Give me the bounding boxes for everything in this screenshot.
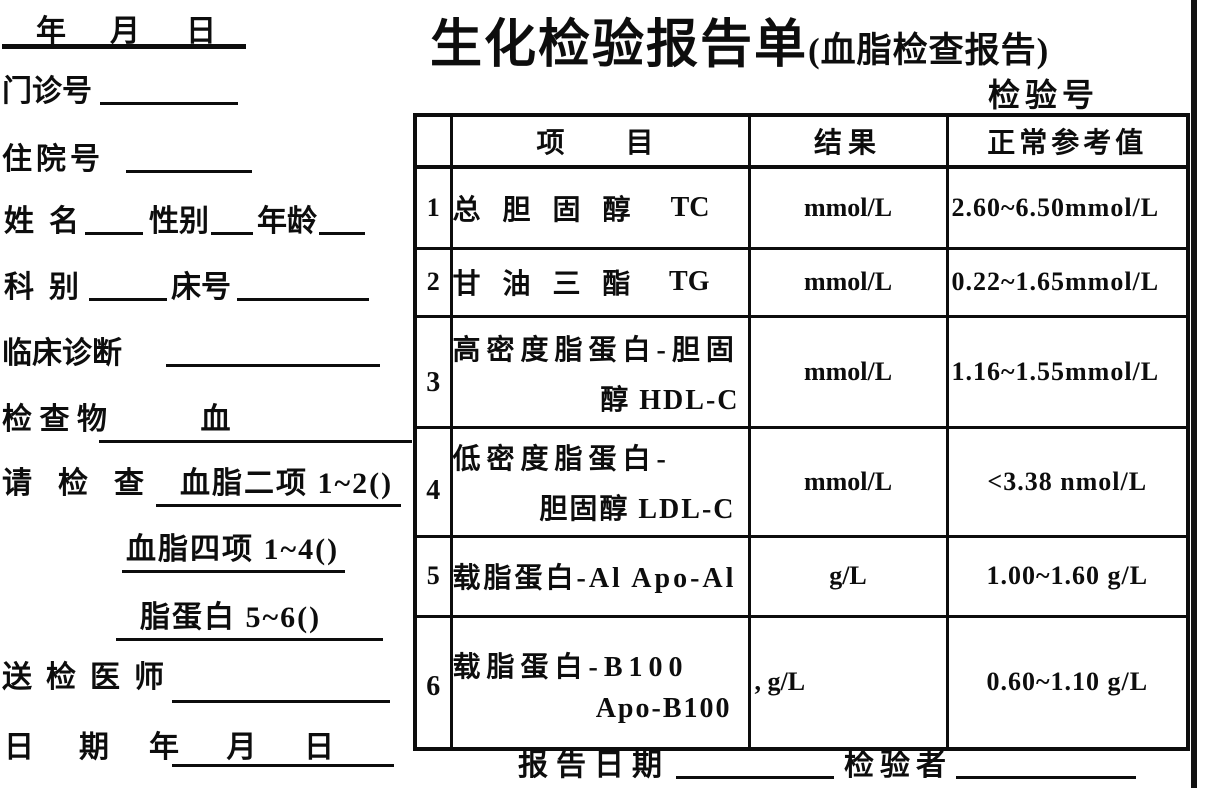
header-result: 结果	[747, 113, 949, 169]
report-date-blank	[676, 749, 834, 779]
sex-blank	[211, 205, 253, 235]
result-unit: g/L	[747, 534, 949, 618]
header-reference: 正常参考值	[945, 113, 1190, 169]
top-date-year-label: 年	[36, 15, 66, 48]
table-row: 2 甘油三酯 TG mmol/L 0.22~1.65mmol/L	[413, 246, 1190, 318]
header-item: 项 目	[449, 113, 751, 169]
physician-line: 送检医师	[0, 652, 412, 696]
page-edge-line	[1191, 0, 1197, 788]
specimen-label: 检 查 物	[2, 403, 107, 436]
header-no-cell	[413, 113, 453, 169]
exam-no-label: 检验号	[988, 77, 1100, 113]
outpatient-no-label: 门诊号	[2, 75, 92, 108]
row-number: 3	[426, 366, 441, 398]
specimen-value: 血	[99, 394, 412, 443]
reference-value: 2.60~6.50mmol/L	[945, 165, 1190, 250]
reference-value: 1.00~1.60 g/L	[945, 534, 1190, 618]
item-abbr: TG	[669, 266, 710, 297]
top-date-day-label: 日	[186, 15, 216, 48]
dept-bed-line: 科 别 床号	[0, 262, 412, 306]
bottom-date-line: 日 期 年 月 日	[0, 722, 412, 766]
inpatient-no-line: 住院号	[0, 134, 412, 178]
reference-value: 0.60~1.10 g/L	[945, 614, 1190, 751]
age-blank	[319, 205, 365, 235]
request-line-3: 脂蛋白 5~6()	[0, 592, 412, 641]
report-footer: 报告日期 检验者	[518, 740, 1136, 784]
result-unit: mmol/L	[747, 246, 949, 318]
name-label: 姓 名	[4, 205, 79, 238]
bottom-date-blank	[172, 764, 394, 767]
item-name-line2: 醇 HDL-C	[600, 384, 740, 416]
result-unit: mmol/L	[747, 314, 949, 429]
page-title: 生化检验报告单	[430, 17, 809, 74]
item-abbr: TC	[670, 191, 710, 223]
bed-label: 床号	[171, 271, 231, 304]
top-date-month-label: 月	[110, 15, 140, 48]
item-name-line1: 低密度脂蛋白-	[452, 443, 672, 475]
physician-blank	[172, 700, 390, 703]
table-row: 1 总胆固醇 TC mmol/L 2.60~6.50mmol/L	[413, 165, 1190, 250]
item-name: 甘油三酯	[452, 269, 653, 300]
request-line-1: 请检查 血脂二项 1~2()	[0, 458, 412, 507]
reference-value: 0.22~1.65mmol/L	[945, 246, 1190, 318]
sex-label: 性别	[149, 205, 209, 238]
bottom-date-label: 日 期	[4, 731, 109, 764]
dept-label: 科 别	[4, 271, 79, 304]
examiner-blank	[956, 749, 1136, 779]
row-number: 4	[426, 474, 441, 506]
result-unit: , g/L	[747, 614, 949, 751]
outpatient-no-blank	[100, 75, 238, 105]
item-name: 载脂蛋白-Al Apo-Al	[449, 534, 751, 618]
item-name-line1: 高密度脂蛋白-胆固	[452, 334, 740, 366]
name-sex-age-line: 姓 名 性别 年龄	[0, 196, 412, 240]
table-row: 5 载脂蛋白-Al Apo-Al g/L 1.00~1.60 g/L	[413, 534, 1190, 618]
result-unit: mmol/L	[747, 165, 949, 250]
outpatient-no-line: 门诊号	[0, 66, 412, 110]
bed-blank	[237, 271, 369, 301]
item-name: 总胆固醇	[452, 194, 653, 226]
report-title-block: 生化检验报告单 (血脂检查报告)	[430, 2, 1049, 77]
row-number: 6	[426, 671, 441, 703]
top-date-line: 年 月 日	[0, 6, 412, 50]
examiner-label: 检验者	[844, 749, 952, 782]
inpatient-no-label: 住院号	[2, 143, 104, 176]
inpatient-no-blank	[126, 143, 252, 173]
row-number: 5	[413, 534, 453, 618]
dept-blank	[89, 271, 167, 301]
request-label: 请检查	[2, 467, 170, 500]
diagnosis-blank	[166, 337, 380, 367]
report-date-label: 报告日期	[518, 749, 670, 782]
request-item-3: 脂蛋白 5~6()	[116, 592, 384, 641]
item-name-line2: 胆固醇 LDL-C	[539, 493, 736, 525]
row-number: 1	[413, 165, 453, 250]
lab-results-table: 项 目 结果 正常参考值 1 总胆固醇 TC mmol/L 2.60~6.50m…	[413, 113, 1190, 751]
page-subtitle: (血脂检查报告)	[808, 31, 1050, 70]
reference-value: <3.38 nmol/L	[945, 425, 1190, 538]
specimen-line: 检 查 物 血	[0, 394, 412, 443]
top-date-underline	[2, 44, 246, 49]
bottom-date-value: 年 月 日	[149, 731, 354, 764]
table-row: 4 低密度脂蛋白- 胆固醇 LDL-C mmol/L <3.38 nmol/L	[413, 425, 1190, 538]
diagnosis-line: 临床诊断	[0, 328, 412, 372]
reference-value: 1.16~1.55mmol/L	[945, 314, 1190, 429]
table-row: 6 载脂蛋白-B100 Apo-B100 , g/L 0.60~1.10 g/L	[413, 614, 1190, 751]
item-name-line1: 载脂蛋白-B100	[452, 652, 689, 684]
request-line-2: 血脂四项 1~4()	[0, 524, 412, 573]
request-item-1: 血脂二项 1~2()	[156, 458, 402, 507]
age-label: 年龄	[257, 205, 317, 238]
item-name-line2: Apo-B100	[595, 693, 732, 725]
row-number: 2	[413, 246, 453, 318]
physician-label: 送检医师	[2, 661, 178, 694]
name-blank	[85, 205, 143, 235]
result-unit: mmol/L	[747, 425, 949, 538]
diagnosis-label: 临床诊断	[2, 337, 122, 370]
request-item-2: 血脂四项 1~4()	[122, 524, 346, 573]
table-row: 3 高密度脂蛋白-胆固 醇 HDL-C mmol/L 1.16~1.55mmol…	[413, 314, 1190, 429]
table-header-row: 项 目 结果 正常参考值	[413, 113, 1190, 169]
